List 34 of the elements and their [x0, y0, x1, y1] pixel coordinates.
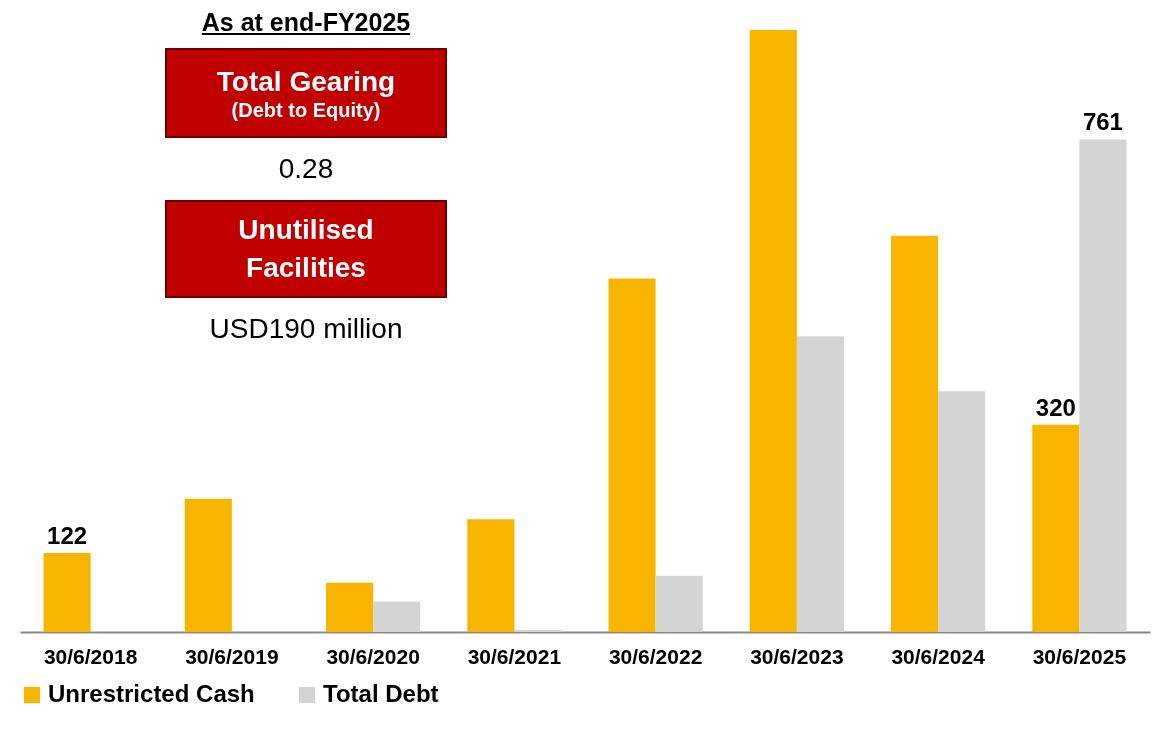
bar	[184, 498, 232, 632]
x-tick-label: 30/6/2020	[326, 644, 420, 668]
bar	[43, 553, 91, 632]
bar	[938, 391, 986, 632]
bar	[749, 30, 797, 632]
bar	[1032, 424, 1080, 632]
bar	[467, 519, 515, 632]
annotation: (Debt to Equity)	[231, 98, 381, 122]
data-label: 122	[47, 522, 88, 550]
legend-label: Unrestricted Cash	[48, 680, 255, 707]
x-tick-label: 30/6/2025	[1032, 644, 1127, 668]
x-tick-label: 30/6/2022	[608, 644, 703, 668]
legend-label: Total Debt	[323, 680, 439, 707]
bar	[655, 575, 703, 632]
x-tick-label: 30/6/2019	[185, 644, 279, 668]
x-tick-label: 30/6/2023	[750, 644, 844, 668]
annotation: As at end-FY2025	[200, 7, 412, 38]
data-label: 761	[1082, 108, 1123, 136]
annotation: USD190 million	[208, 312, 404, 346]
annotation: Unutilised Facilities	[237, 213, 375, 285]
label-box: Total Gearing (Debt to Equity)	[165, 48, 447, 138]
bar	[796, 336, 844, 632]
x-tick-label: 30/6/2018	[43, 644, 138, 668]
data-label: 320	[1035, 393, 1076, 421]
annotation: Total Gearing	[216, 64, 396, 99]
bar	[891, 235, 939, 632]
bar	[608, 278, 656, 632]
x-tick-label: 30/6/2021	[467, 644, 562, 668]
x-tick-label: 30/6/2024	[891, 644, 986, 668]
bar	[326, 582, 374, 632]
annotation: 0.28	[277, 152, 335, 186]
bar	[1079, 139, 1127, 632]
bar	[373, 601, 421, 632]
label-box: Unutilised Facilities	[165, 200, 447, 298]
